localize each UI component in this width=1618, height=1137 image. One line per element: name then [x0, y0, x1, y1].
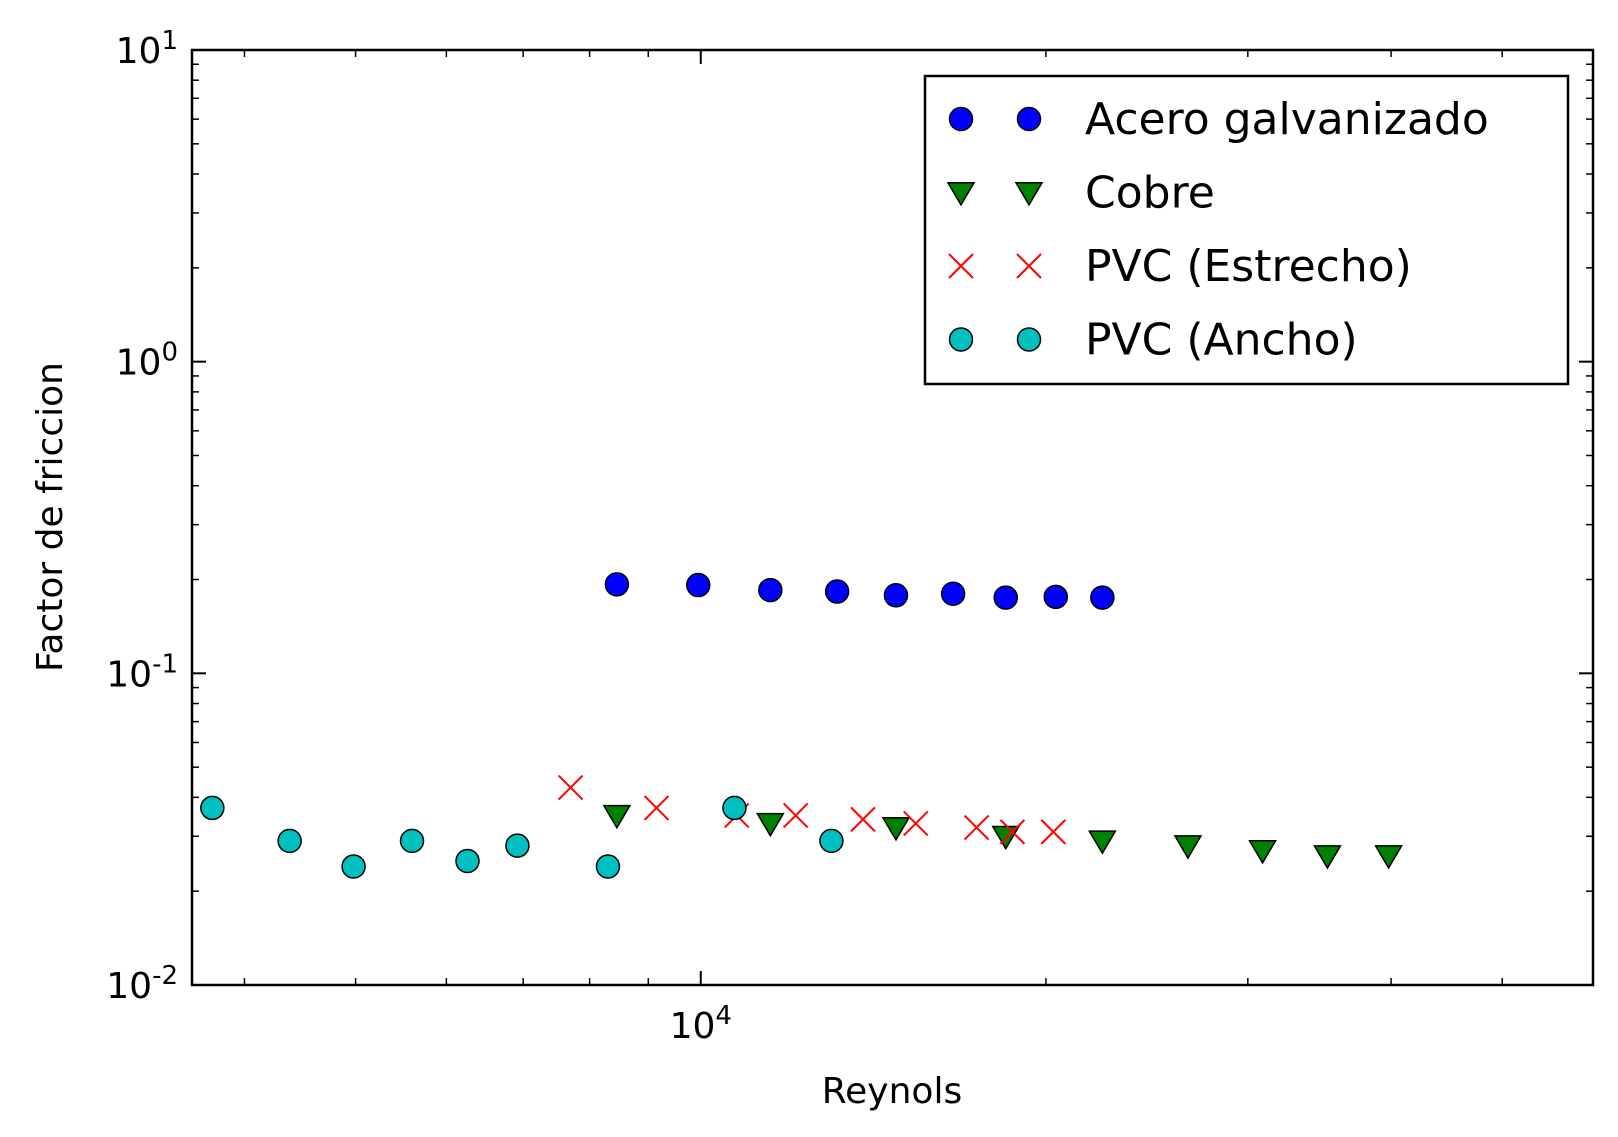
data-point [643, 795, 670, 821]
data-point [686, 572, 711, 598]
data-point [903, 810, 929, 837]
data-point [604, 572, 630, 597]
series-0 [604, 572, 1115, 610]
legend-marker [948, 253, 974, 279]
data-point [1173, 835, 1203, 860]
data-point [1248, 840, 1277, 865]
legend-marker [1016, 106, 1042, 132]
legend-label: Cobre [1085, 168, 1215, 219]
data-point [341, 854, 366, 879]
x-marker-stroke [850, 806, 876, 833]
x-marker-stroke [643, 795, 670, 821]
data-marks [200, 572, 1403, 879]
series-2 [557, 774, 1067, 845]
data-point [1090, 585, 1115, 610]
legend: Acero galvanizado Cobre PVC (Estrecho) PVC … [923, 74, 1570, 386]
data-point [999, 819, 1026, 845]
x-marker-stroke [557, 774, 584, 801]
tick-labels: 104 10-2 10-1 100 101 [106, 26, 732, 1047]
data-point [1374, 845, 1403, 870]
data-point [940, 581, 966, 607]
legend-entry: Cobre [946, 168, 1215, 219]
data-point [883, 583, 909, 608]
plot-frame [190, 48, 1595, 987]
x-marker-stroke [948, 253, 974, 279]
data-point [819, 828, 844, 854]
data-point [782, 802, 809, 829]
data-point [756, 812, 785, 838]
x-marker-stroke [1040, 819, 1067, 845]
y-tick-label: 101 [116, 26, 178, 72]
legend-marker [1014, 182, 1044, 207]
y-tick-label: 10-1 [106, 649, 178, 695]
legend-entry: Acero galvanizado [948, 94, 1489, 145]
data-point [881, 817, 911, 842]
x-marker-stroke [1016, 253, 1042, 279]
legend-label: Acero galvanizado [1085, 94, 1489, 145]
legend-marker [946, 182, 976, 207]
data-point [758, 577, 783, 603]
x-tick-label: 104 [670, 1001, 732, 1047]
legend-marker [948, 327, 974, 352]
x-marker-stroke [782, 802, 809, 829]
legend-marker [1016, 327, 1042, 352]
x-marker-stroke [903, 810, 929, 837]
y-axis-label: Factor de friccion [30, 362, 71, 672]
data-point [1313, 845, 1342, 870]
data-point [1088, 830, 1117, 855]
data-point [722, 795, 747, 821]
data-point [505, 833, 530, 858]
data-point [200, 795, 225, 821]
x-axis-label: Reynols [822, 1071, 962, 1112]
data-point [993, 585, 1019, 610]
legend-label: PVC (Estrecho) [1085, 241, 1412, 292]
x-marker-stroke [963, 814, 990, 841]
series-3 [200, 795, 844, 879]
legend-entry: PVC (Ancho) [948, 315, 1358, 366]
data-point [277, 828, 302, 854]
y-tick-label: 100 [116, 338, 178, 384]
legend-marker [1016, 253, 1042, 279]
data-point [850, 806, 876, 833]
y-tick-label: 10-2 [106, 961, 178, 1007]
data-point [455, 848, 480, 874]
legend-label: PVC (Ancho) [1085, 315, 1358, 366]
data-point [963, 814, 990, 841]
legend-entry: PVC (Estrecho) [948, 241, 1412, 292]
data-point [602, 804, 632, 830]
data-point [824, 579, 850, 604]
legend-marker [948, 106, 974, 132]
data-point [595, 854, 621, 879]
data-point [1040, 819, 1067, 845]
x-marker-stroke [999, 819, 1026, 845]
data-point [399, 828, 425, 854]
series-1 [602, 804, 1403, 870]
data-point [1043, 584, 1069, 610]
data-point [557, 774, 584, 801]
